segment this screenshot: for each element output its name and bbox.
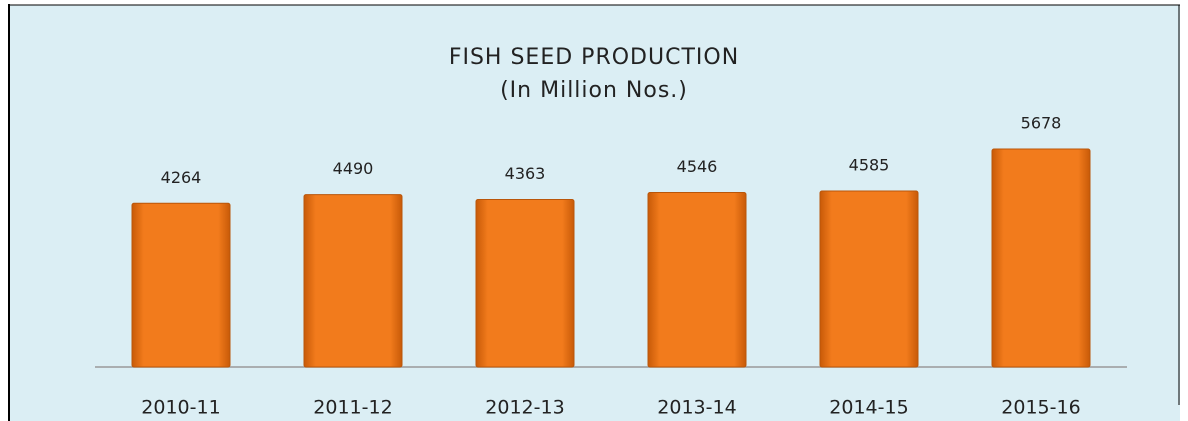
bar — [303, 194, 403, 368]
bar — [819, 190, 919, 368]
x-tick-label: 2012-13 — [485, 397, 564, 419]
x-tick-label: 2014-15 — [829, 397, 908, 419]
bar — [647, 191, 747, 368]
bar — [131, 202, 231, 368]
chart-title: FISH SEED PRODUCTION — [449, 45, 739, 70]
bar — [475, 198, 575, 368]
x-tick-label: 2015-16 — [1001, 397, 1080, 419]
x-tick-label: 2011-12 — [313, 397, 392, 419]
data-label: 4264 — [161, 168, 202, 187]
data-label: 5678 — [1021, 114, 1062, 133]
x-tick-label: 2010-11 — [141, 397, 220, 419]
data-label: 4585 — [849, 155, 890, 174]
bar — [991, 148, 1091, 368]
data-label: 4363 — [505, 164, 546, 183]
x-tick-label: 2013-14 — [657, 397, 736, 419]
data-label: 4490 — [333, 159, 374, 178]
data-label: 4546 — [677, 157, 718, 176]
chart-subtitle: (In Million Nos.) — [500, 78, 688, 103]
